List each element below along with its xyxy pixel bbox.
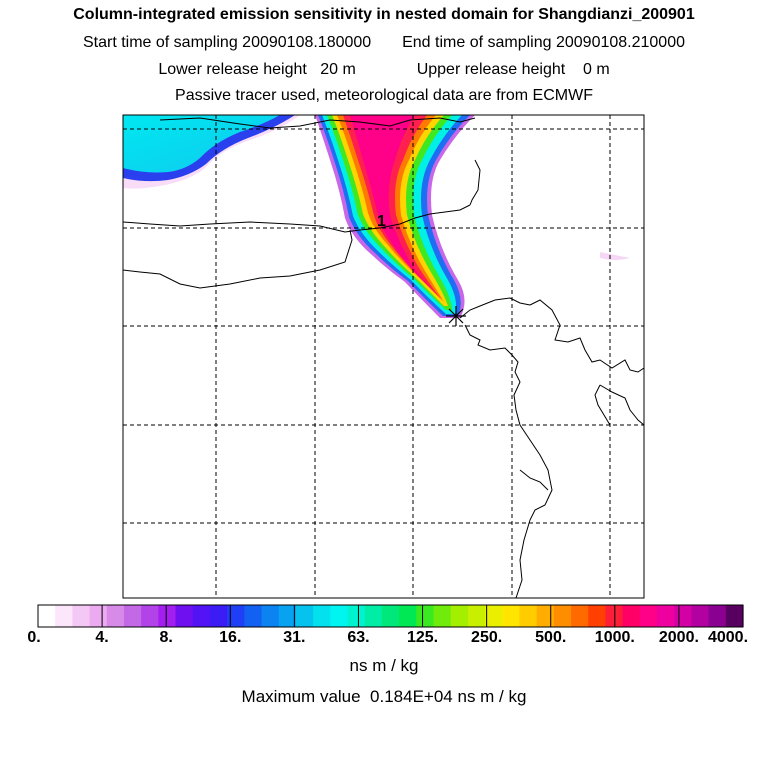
colorbar-cell <box>192 605 211 627</box>
colorbar-cell <box>261 605 280 627</box>
colorbar-tick-label: 0. <box>27 629 41 646</box>
time-marker-label: 1 <box>377 213 386 230</box>
border-line-north <box>159 117 476 129</box>
coastline-southeast <box>519 469 549 491</box>
colorbar-cell <box>295 605 314 627</box>
colorbar-cell <box>725 605 744 627</box>
colorbar-cell <box>89 605 108 627</box>
colorbar-cell <box>209 605 228 627</box>
end-value: 20090108.210000 <box>555 34 685 51</box>
border-line-mid <box>123 204 471 233</box>
colorbar-cell <box>485 605 503 627</box>
end-label: End time of sampling <box>402 34 552 51</box>
upper-value: 0 m <box>583 61 610 78</box>
colorbar-cell <box>622 605 641 627</box>
colorbar-cell <box>467 605 486 627</box>
colorbar-tick-label: 16. <box>219 629 242 646</box>
colorbar-unit: ns m / kg <box>349 656 419 675</box>
colorbar-cell <box>588 605 607 627</box>
max-label: Maximum value <box>241 687 361 706</box>
upper-label: Upper release height <box>416 61 566 78</box>
colorbar-tick-label: 2000. <box>658 629 699 646</box>
colorbar-cell <box>38 605 56 627</box>
colorbar-cell <box>175 605 194 627</box>
max-value-line: Maximum value 0.184E+04 ns m / kg <box>0 687 768 707</box>
colorbar-cell <box>347 605 366 627</box>
colorbar-cell <box>553 605 572 627</box>
coastline-north-shore <box>459 297 531 319</box>
colorbar-cell <box>55 605 73 627</box>
colorbar-cell <box>399 605 417 627</box>
start-label: Start time of sampling <box>82 34 238 51</box>
colorbar-cell <box>450 605 469 627</box>
colorbar-cell <box>227 605 245 627</box>
colorbar-tick-label: 500. <box>535 629 567 646</box>
colorbar-cell <box>571 605 589 627</box>
lower-value: 20 m <box>320 61 356 78</box>
colorbar-cell <box>158 605 177 627</box>
colorbar-cell <box>123 605 142 627</box>
colorbar-cell <box>536 605 555 627</box>
start-value: 20090108.180000 <box>242 34 372 51</box>
colorbar-tick-label: 4. <box>95 629 109 646</box>
grid-lines <box>123 115 644 598</box>
chart-title: Column-integrated emission sensitivity i… <box>73 6 695 23</box>
coastline-bay <box>464 324 553 598</box>
tracer-note: Passive tracer used, meteorological data… <box>175 87 593 104</box>
colorbar-cell <box>244 605 263 627</box>
receptor-marker <box>446 306 466 326</box>
colorbar-cell <box>674 605 693 627</box>
colorbar-cell <box>278 605 297 627</box>
plume-core-magenta <box>350 115 438 296</box>
max-value: 0.184E+04 ns m / kg <box>370 687 527 706</box>
colorbar-cell <box>657 605 675 627</box>
colorbar-cell <box>502 605 521 627</box>
colorbar-tick-label: 250. <box>471 629 503 646</box>
coastline-east <box>469 159 644 373</box>
faint-patch-right <box>600 252 630 260</box>
colorbar-cell <box>381 605 400 627</box>
plume-region-cyan <box>123 115 280 173</box>
colorbar-cell <box>106 605 125 627</box>
lower-label: Lower release height <box>158 61 307 78</box>
colorbar-cell <box>313 605 331 627</box>
colorbar-cell <box>433 605 452 627</box>
colorbar-cell <box>519 605 538 627</box>
colorbar-tick-label: 63. <box>347 629 370 646</box>
colorbar-cell <box>639 605 658 627</box>
colorbar-tick-label: 4000. <box>707 629 749 646</box>
border-line-south <box>123 229 353 289</box>
colorbar-frame <box>37 604 744 628</box>
coastline-peninsula <box>594 384 644 426</box>
colorbar-tick-label: 8. <box>159 629 173 646</box>
colorbar-tick-label: 1000. <box>594 629 635 646</box>
colorbar-cell <box>416 605 435 627</box>
colorbar-cell <box>691 605 710 627</box>
release-heights: Lower release height 20 m Upper release … <box>0 61 768 79</box>
sampling-times: Start time of sampling 20090108.180000 E… <box>0 34 768 52</box>
colorbar-tick-label: 31. <box>283 629 306 646</box>
map-frame <box>122 114 645 599</box>
colorbar-cell <box>364 605 383 627</box>
colorbar-cell <box>708 605 727 627</box>
colorbar-cell <box>330 605 349 627</box>
colorbar-cell <box>141 605 159 627</box>
colorbar-cell <box>72 605 91 627</box>
colorbar-tick-label: 125. <box>406 629 439 646</box>
